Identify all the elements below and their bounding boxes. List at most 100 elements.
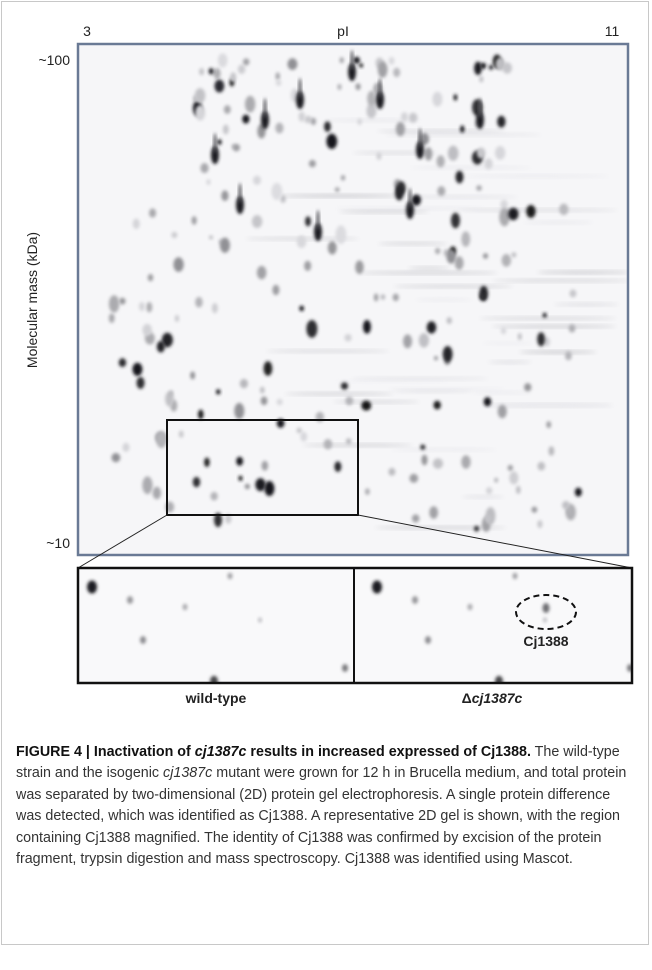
gel-spot bbox=[455, 170, 464, 184]
gel-spot bbox=[479, 293, 486, 301]
gel-spot bbox=[244, 483, 250, 490]
gel-spot bbox=[395, 121, 406, 137]
gel-spot bbox=[213, 67, 221, 80]
gel-spot bbox=[411, 194, 422, 206]
gel-spot bbox=[344, 334, 352, 342]
gel-spot bbox=[275, 122, 284, 134]
gel-spot bbox=[421, 454, 428, 466]
gel-spot bbox=[340, 382, 349, 390]
gel-spot bbox=[252, 175, 261, 185]
gel-spot bbox=[211, 146, 219, 164]
gel-spot bbox=[298, 111, 305, 122]
gel-spot bbox=[333, 400, 420, 404]
gel-background bbox=[78, 44, 628, 555]
gel-spot bbox=[479, 316, 616, 320]
gel-spot bbox=[474, 61, 482, 75]
gel-spot bbox=[409, 473, 419, 483]
gel-spot bbox=[271, 182, 283, 201]
gel-spot bbox=[388, 56, 395, 65]
gel-spot bbox=[142, 323, 152, 336]
gel-spot bbox=[287, 58, 298, 70]
gel-spot bbox=[242, 58, 250, 66]
gel-spot bbox=[161, 332, 173, 348]
gel-spot bbox=[500, 199, 508, 210]
gel-spot bbox=[355, 83, 361, 91]
gel-spot bbox=[199, 68, 205, 76]
gel-spot bbox=[261, 460, 269, 471]
gel-spot bbox=[565, 351, 572, 361]
gel-spot bbox=[497, 404, 507, 419]
gel-spot bbox=[353, 56, 360, 64]
gel-spot bbox=[537, 332, 546, 347]
gel-spot bbox=[230, 72, 237, 82]
gel-spot bbox=[111, 453, 121, 463]
gel-spot bbox=[227, 572, 233, 580]
gel-spot bbox=[393, 67, 401, 78]
gel-spot bbox=[486, 487, 493, 495]
gel-spot bbox=[567, 507, 572, 515]
gel-spot bbox=[479, 76, 484, 83]
y-top-label: ~100 bbox=[38, 52, 70, 68]
caption-title: FIGURE 4 | Inactivation of bbox=[16, 744, 195, 760]
gel-spot bbox=[380, 294, 386, 300]
gel-spot bbox=[219, 237, 230, 253]
gel-spot bbox=[484, 514, 492, 523]
gel-spot bbox=[494, 145, 506, 160]
gel-spot bbox=[217, 53, 228, 68]
figure-graphic: 3 pI 11 ~100 ~10 Molecular mass (kDa) Cj… bbox=[24, 23, 634, 706]
right-panel-label: Δcj1387c bbox=[462, 690, 523, 706]
gel-spot bbox=[377, 61, 388, 78]
gel-spot bbox=[108, 295, 120, 313]
gel-spot bbox=[204, 457, 210, 468]
gel-spot bbox=[403, 334, 413, 349]
gel-spot bbox=[169, 390, 174, 397]
zoom-box bbox=[166, 419, 359, 516]
gel-spot bbox=[488, 360, 532, 364]
gel-spot bbox=[314, 223, 322, 241]
gel-spot bbox=[458, 208, 618, 212]
gel-spot bbox=[406, 201, 414, 219]
gel-spot bbox=[410, 166, 532, 170]
gel-spot bbox=[122, 442, 130, 453]
gel-spot bbox=[326, 133, 338, 149]
caption-body: mutant were grown for 12 h in Brucella m… bbox=[16, 765, 627, 868]
zoom-line bbox=[77, 514, 168, 569]
gel-spot bbox=[450, 212, 461, 229]
gel-spot bbox=[377, 129, 505, 133]
gel-spot bbox=[497, 115, 506, 128]
gel-spot bbox=[366, 103, 377, 119]
gel-spot bbox=[149, 208, 157, 218]
gel-spot bbox=[345, 396, 354, 406]
gel-spot bbox=[537, 270, 628, 274]
gel-spot bbox=[424, 147, 433, 161]
gel-spot bbox=[146, 301, 153, 313]
gel-spot bbox=[136, 376, 145, 389]
gel-spot bbox=[178, 430, 184, 438]
gel-spot bbox=[480, 404, 616, 408]
gel-spot bbox=[284, 392, 394, 396]
gel-spot bbox=[537, 461, 546, 471]
gel-spot bbox=[491, 324, 616, 328]
gel-spot bbox=[418, 333, 430, 348]
gel-spot bbox=[340, 174, 346, 181]
zoom-left-spots bbox=[87, 572, 348, 683]
gel-spot bbox=[447, 145, 459, 161]
x-min-label: 3 bbox=[83, 23, 91, 39]
gel-spot bbox=[222, 124, 229, 135]
gel-spot bbox=[261, 111, 269, 129]
gel-spot bbox=[147, 273, 154, 282]
gel-spot bbox=[87, 580, 97, 594]
gel-spot bbox=[483, 397, 492, 407]
gel-spot bbox=[365, 488, 370, 495]
caption: FIGURE 4 | Inactivation of cj1387c resul… bbox=[16, 742, 638, 870]
caption-title: results in increased expressed of Cj1388… bbox=[246, 744, 531, 760]
gel-spot bbox=[339, 57, 344, 64]
gel-spot bbox=[476, 185, 482, 191]
gel-spot bbox=[473, 525, 480, 532]
gel-spot bbox=[275, 72, 281, 81]
gel-spot bbox=[478, 98, 482, 118]
gel-spot bbox=[194, 88, 206, 104]
gel-spot bbox=[132, 218, 140, 230]
gel-spot bbox=[275, 79, 282, 86]
gel-spot bbox=[280, 194, 286, 203]
